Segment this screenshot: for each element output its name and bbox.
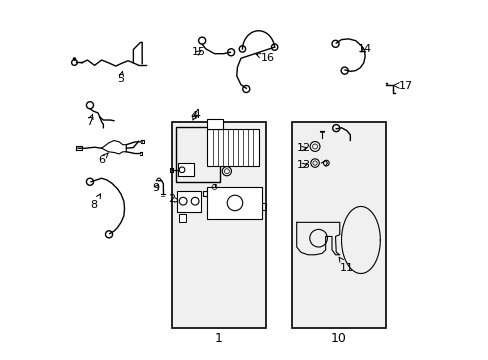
Text: 14: 14 xyxy=(357,45,371,54)
Text: 13: 13 xyxy=(296,160,310,170)
Text: 4: 4 xyxy=(190,112,198,121)
Bar xyxy=(207,187,262,219)
Text: 6: 6 xyxy=(98,153,108,165)
Text: 11: 11 xyxy=(339,257,353,273)
Bar xyxy=(207,129,258,166)
Text: 15: 15 xyxy=(191,47,205,57)
Text: 9: 9 xyxy=(152,183,160,193)
Bar xyxy=(172,122,265,328)
Text: 17: 17 xyxy=(398,81,412,91)
Text: 5: 5 xyxy=(117,71,123,85)
Bar xyxy=(178,163,194,176)
Bar xyxy=(176,190,201,212)
Text: 4: 4 xyxy=(191,108,199,121)
Text: 7: 7 xyxy=(86,114,93,127)
Circle shape xyxy=(73,57,76,61)
Bar xyxy=(291,122,385,328)
Bar xyxy=(207,119,223,129)
Text: 10: 10 xyxy=(330,332,346,345)
Text: 2: 2 xyxy=(168,194,179,204)
Text: 12: 12 xyxy=(296,143,310,153)
Text: 3: 3 xyxy=(242,198,252,208)
Bar xyxy=(178,213,186,222)
Text: 1: 1 xyxy=(215,332,223,345)
Text: 16: 16 xyxy=(256,53,274,63)
Bar xyxy=(175,127,219,182)
Text: 8: 8 xyxy=(90,194,101,210)
